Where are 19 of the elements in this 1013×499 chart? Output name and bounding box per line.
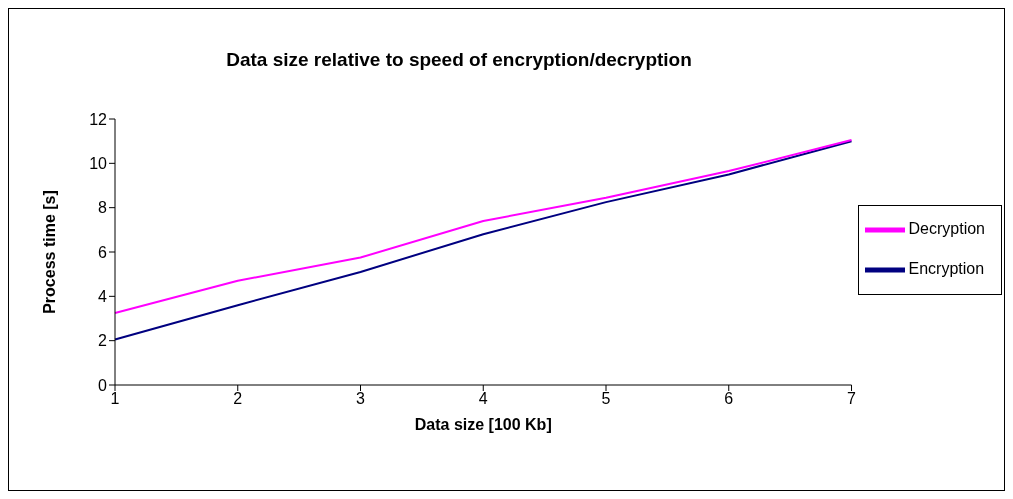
y-axis-title: Process time [s] (40, 190, 58, 314)
x-tick-label: 1 (110, 390, 120, 408)
x-tick-label: 3 (356, 390, 366, 408)
x-tick-label: 2 (233, 390, 243, 408)
x-tick-label: 7 (847, 390, 857, 408)
y-tick-label: 10 (89, 155, 108, 173)
legend-label: Encryption (908, 259, 985, 277)
y-tick-label: 4 (98, 288, 108, 306)
legend-label: Decryption (908, 219, 985, 237)
y-tick-label: 8 (98, 199, 108, 217)
x-tick-label: 5 (601, 390, 611, 408)
y-tick-label: 0 (98, 376, 108, 394)
x-axis-title: Data size [100 Kb] (414, 416, 552, 433)
x-tick-label: 4 (478, 390, 488, 408)
y-tick-label: 2 (98, 332, 108, 350)
y-tick-label: 12 (89, 110, 108, 128)
y-tick-label: 6 (98, 243, 108, 261)
x-tick-label: 6 (724, 390, 734, 408)
chart-title: Data size relative to speed of encryption/decryption (225, 49, 693, 71)
